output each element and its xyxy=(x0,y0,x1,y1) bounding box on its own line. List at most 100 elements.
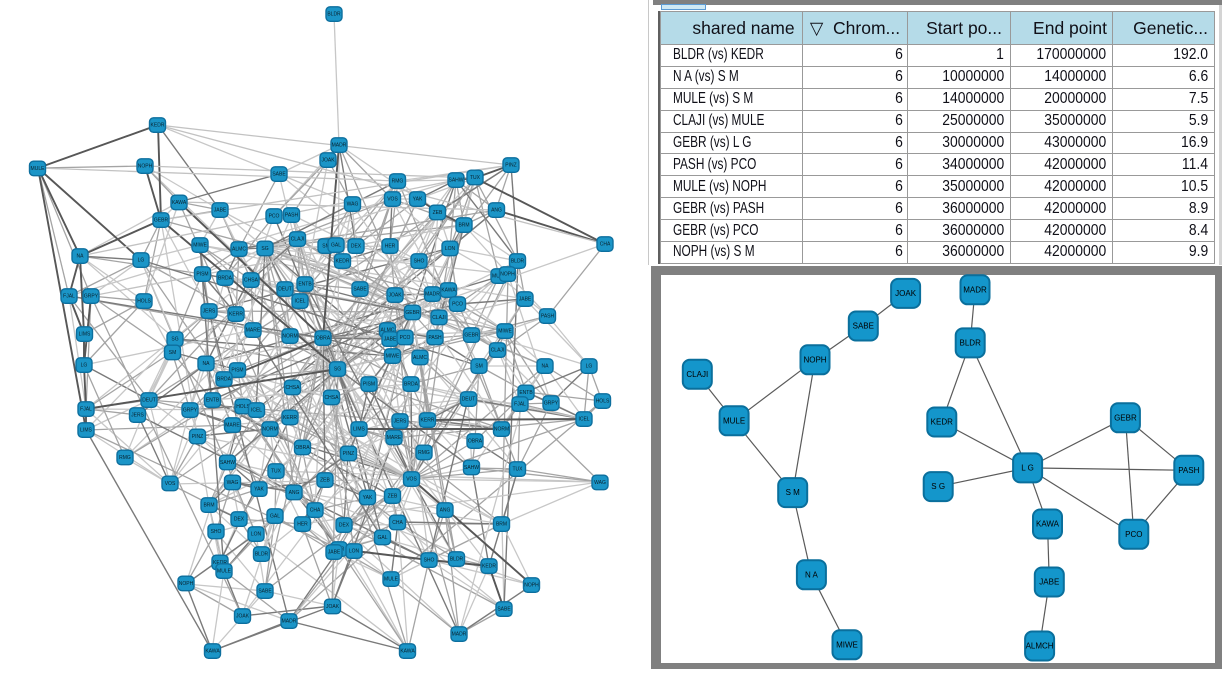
svg-text:MIWE: MIWE xyxy=(386,354,400,360)
svg-text:MARE: MARE xyxy=(246,328,261,334)
svg-text:WAG: WAG xyxy=(594,480,606,486)
svg-text:CHA: CHA xyxy=(392,520,403,526)
svg-text:PINZ: PINZ xyxy=(343,451,354,457)
svg-text:OBRA: OBRA xyxy=(316,336,331,342)
svg-text:JOAK: JOAK xyxy=(388,293,402,299)
svg-text:TUX: TUX xyxy=(271,469,282,475)
svg-text:JOAK: JOAK xyxy=(321,158,335,164)
svg-text:BRM: BRM xyxy=(203,503,214,509)
svg-text:SAHW: SAHW xyxy=(449,178,464,184)
svg-text:KERR: KERR xyxy=(421,418,435,424)
svg-text:ICEL: ICEL xyxy=(251,408,262,414)
svg-text:SG: SG xyxy=(171,337,178,343)
svg-text:ZEB: ZEB xyxy=(320,478,330,484)
svg-text:SABE: SABE xyxy=(272,172,286,178)
svg-text:GRPY: GRPY xyxy=(84,294,99,300)
svg-text:KEDR: KEDR xyxy=(151,123,165,129)
svg-text:BRM: BRM xyxy=(496,522,507,528)
svg-text:MULE: MULE xyxy=(723,416,745,425)
svg-text:FJAL: FJAL xyxy=(514,402,526,408)
svg-text:NOPH: NOPH xyxy=(803,355,826,364)
svg-text:NA: NA xyxy=(77,254,85,260)
svg-text:MADR: MADR xyxy=(452,632,467,638)
svg-text:CLAJI: CLAJI xyxy=(491,348,505,354)
svg-text:GRPY: GRPY xyxy=(183,408,198,414)
svg-text:BLDR: BLDR xyxy=(511,259,525,265)
svg-text:CHSA: CHSA xyxy=(244,278,259,284)
svg-text:SAHW: SAHW xyxy=(464,465,479,471)
svg-text:LG: LG xyxy=(138,258,145,264)
svg-text:KAWA: KAWA xyxy=(205,649,220,655)
svg-text:KEDR: KEDR xyxy=(336,259,350,265)
svg-text:HOLS: HOLS xyxy=(236,404,250,410)
svg-text:ALMC: ALMC xyxy=(232,247,246,253)
svg-text:SG: SG xyxy=(334,367,341,373)
svg-text:BRM: BRM xyxy=(458,223,469,229)
svg-text:JERS: JERS xyxy=(394,419,407,425)
svg-text:JABE: JABE xyxy=(519,297,532,303)
svg-text:HOLS: HOLS xyxy=(137,299,151,305)
svg-text:SHO: SHO xyxy=(211,529,222,535)
svg-text:BLDR: BLDR xyxy=(450,557,464,563)
svg-text:JABE: JABE xyxy=(1039,578,1059,587)
svg-text:KERR: KERR xyxy=(229,312,243,318)
svg-text:SHO: SHO xyxy=(414,259,425,265)
svg-text:NOPH: NOPH xyxy=(500,272,515,278)
svg-text:BLDR: BLDR xyxy=(255,552,269,558)
svg-text:JABE: JABE xyxy=(214,208,227,214)
svg-text:SABE: SABE xyxy=(853,322,874,331)
svg-text:GEBR: GEBR xyxy=(405,310,420,316)
svg-text:DEUT: DEUT xyxy=(278,287,292,293)
svg-text:NOPH: NOPH xyxy=(179,581,194,587)
svg-text:NOPH: NOPH xyxy=(138,164,153,170)
svg-text:RMG: RMG xyxy=(418,450,430,456)
svg-text:JOAK: JOAK xyxy=(326,604,340,610)
svg-text:MARE: MARE xyxy=(387,435,402,441)
svg-text:HER: HER xyxy=(297,522,308,528)
svg-text:JERS: JERS xyxy=(131,413,144,419)
svg-text:MADR: MADR xyxy=(963,285,987,294)
svg-text:NORM: NORM xyxy=(262,427,277,433)
svg-text:PISM: PISM xyxy=(196,272,208,278)
svg-text:YAK: YAK xyxy=(363,495,373,501)
svg-text:NA: NA xyxy=(203,361,211,367)
svg-text:ICEL: ICEL xyxy=(294,299,305,305)
svg-text:CHA: CHA xyxy=(310,508,321,514)
svg-text:LON: LON xyxy=(349,549,360,555)
svg-text:WAG: WAG xyxy=(347,202,359,208)
svg-text:KAWA: KAWA xyxy=(400,649,415,655)
svg-text:FJAL: FJAL xyxy=(63,294,75,300)
svg-text:ENTB: ENTB xyxy=(206,398,220,404)
svg-text:ZEB: ZEB xyxy=(433,210,443,216)
svg-text:ANG: ANG xyxy=(289,490,300,496)
svg-text:PCO: PCO xyxy=(1125,530,1142,539)
svg-text:RMG: RMG xyxy=(119,455,131,461)
svg-text:SG: SG xyxy=(261,246,268,252)
svg-text:SAHW: SAHW xyxy=(220,460,235,466)
svg-text:JABE: JABE xyxy=(328,550,341,556)
svg-text:GEBR: GEBR xyxy=(154,218,169,224)
svg-text:PINZ: PINZ xyxy=(505,163,516,169)
svg-text:MADR: MADR xyxy=(282,619,297,625)
svg-text:GAL: GAL xyxy=(331,243,341,249)
svg-text:LIMS: LIMS xyxy=(353,427,365,433)
svg-text:DEX: DEX xyxy=(351,244,362,250)
svg-text:JOAK: JOAK xyxy=(236,614,250,620)
svg-text:BLDR: BLDR xyxy=(960,338,982,347)
svg-text:KAWA: KAWA xyxy=(1036,520,1060,529)
svg-text:S G: S G xyxy=(931,482,945,491)
svg-text:CLAJI: CLAJI xyxy=(432,315,446,321)
svg-text:GEBR: GEBR xyxy=(464,333,479,339)
svg-text:MIWE: MIWE xyxy=(836,640,858,649)
svg-text:MULE: MULE xyxy=(384,577,399,583)
svg-text:LG: LG xyxy=(81,363,88,369)
svg-text:CHA: CHA xyxy=(600,242,611,248)
svg-text:MULE: MULE xyxy=(217,569,232,575)
svg-text:YAK: YAK xyxy=(413,197,423,203)
svg-text:PISM: PISM xyxy=(363,382,375,388)
svg-text:NOPH: NOPH xyxy=(524,583,539,589)
svg-text:BLDR: BLDR xyxy=(327,12,341,18)
svg-text:SM: SM xyxy=(169,350,177,356)
svg-text:JOAK: JOAK xyxy=(895,289,917,298)
svg-text:GAL: GAL xyxy=(270,514,280,520)
